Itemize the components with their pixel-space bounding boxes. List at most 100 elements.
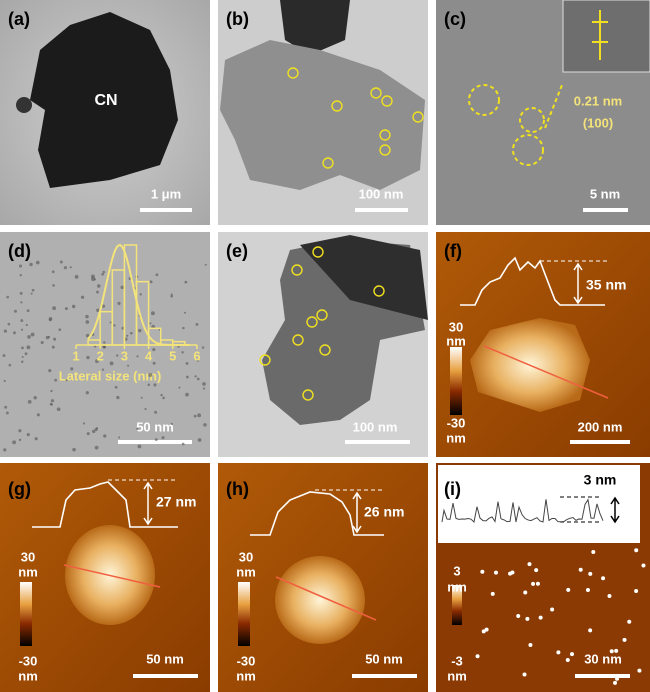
speckle [34,437,38,441]
speckle [138,328,142,333]
speckle [109,361,114,366]
speckle [21,355,24,359]
speckle [85,320,90,324]
marker [306,316,318,328]
annotation: (100) [583,115,613,130]
speckle [149,280,153,284]
speckle [193,414,197,418]
panel-label: (c) [444,9,466,29]
particle [535,581,540,586]
particle [609,649,614,654]
speckle [139,293,142,296]
annotation: 0.21 nm [574,93,622,108]
panel-d: (d) Lateral size (nm) 50 nm 1 2 3 4 5 6 [0,232,210,457]
particle [641,563,646,568]
speckle [50,389,53,393]
scale-bar-label: 200 nm [578,419,623,434]
speckle [116,354,119,357]
speckle [155,273,159,277]
particle [615,676,620,681]
speckle [56,407,61,412]
marker [412,111,424,123]
speckle [184,311,187,314]
x-tick-label: 3 [121,348,128,363]
speckle [48,368,52,373]
speckle [21,346,24,350]
speckle [185,375,189,379]
speckle [203,423,207,427]
speckle [48,335,51,338]
histogram-x-label: Lateral size (nm) [59,368,162,383]
speckle [103,434,107,438]
particle [613,680,618,685]
speckle [126,334,129,337]
colorbar-min: -3 [451,653,463,668]
speckle [86,355,90,360]
particle [565,658,570,663]
speckle [202,382,206,386]
speckle [52,306,57,311]
speckle [109,321,112,324]
speckle [96,308,100,313]
speckle [160,393,163,397]
speckle [182,326,185,330]
speckle [154,438,158,441]
particle [578,567,583,572]
colorbar [20,582,32,646]
marker [379,129,391,141]
speckle [31,288,35,292]
inset [562,0,650,73]
panel-label: (i) [444,479,461,499]
colorbar-max: 3 [453,563,460,578]
x-tick-label: 5 [169,348,176,363]
arrow [610,496,620,524]
panel-g: (g) 27 nm 30 nm -30 nm 50 nm [0,463,210,692]
arrow [352,491,362,534]
sheet [300,235,428,320]
panel-i: (i) 3 nm 3 nm -3 nm 30 nm [436,463,650,692]
speckle [152,348,156,352]
height-label: 27 nm [156,494,196,510]
colorbar-min: -30 [237,653,256,668]
speckle [30,332,35,337]
scale-bar-label: 5 nm [590,186,620,201]
speckle [20,319,24,323]
speckle [117,301,121,305]
speckle [49,402,53,406]
particle [534,568,539,573]
speckle [185,361,189,365]
speckle [181,351,184,354]
profile-line [275,576,377,621]
speckle [21,360,24,364]
speckle [177,345,180,348]
particle [591,549,596,554]
speckle [153,383,157,387]
speckle [95,359,99,364]
speckle [20,328,24,331]
speckle [3,329,8,333]
panel-label: (a) [8,9,30,29]
marker [291,264,303,276]
colorbar-min: -30 [19,653,38,668]
speckle [58,328,62,332]
speckle [5,411,9,415]
x-tick-label: 6 [193,348,200,363]
speckle [103,341,106,344]
panel-label: (d) [8,241,31,261]
speckle [196,377,200,381]
speckle [40,340,44,345]
speckle [48,318,52,322]
speckle [4,405,8,409]
speckle [90,274,95,279]
speckle [50,399,55,403]
speckle [71,304,76,309]
scale-bar-label: 50 nm [136,419,174,434]
speckle [2,354,6,357]
particle [531,581,536,586]
speckle [137,444,142,449]
speckle [30,292,33,295]
speckle [101,272,104,276]
sample-label: CN [94,92,117,109]
speckle [95,290,99,294]
particle [538,615,543,620]
